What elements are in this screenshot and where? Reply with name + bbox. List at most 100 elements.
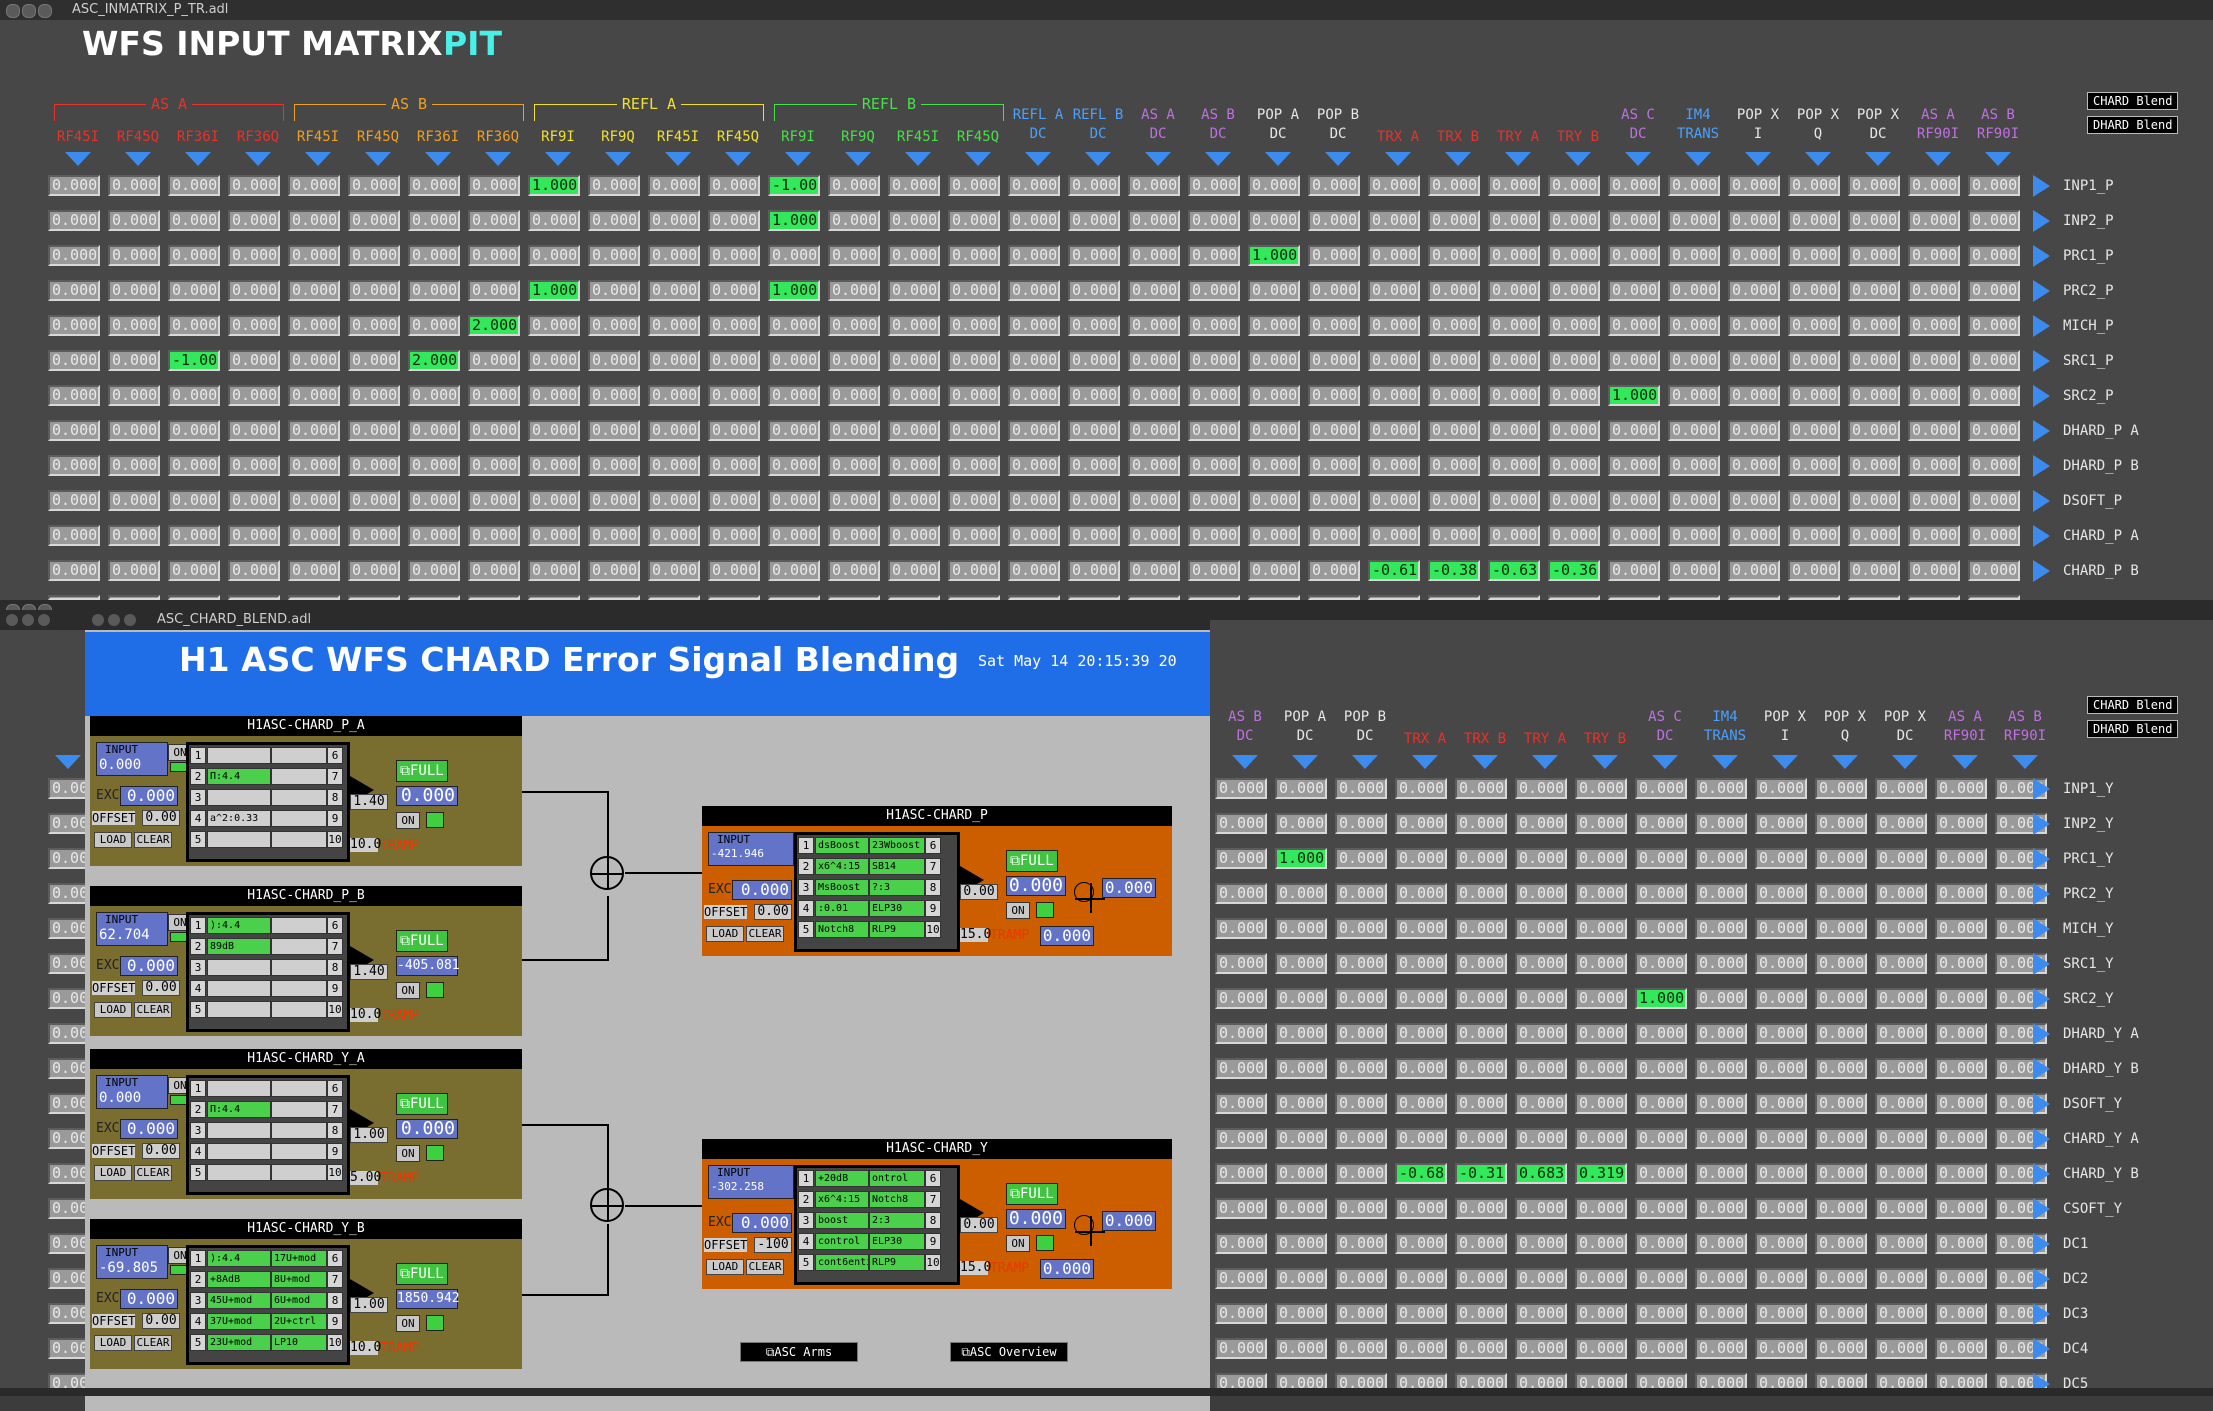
- filter-number[interactable]: 6: [327, 1080, 343, 1097]
- column-arrow-icon[interactable]: [1445, 152, 1471, 166]
- matrix-cell[interactable]: 0.000: [1935, 1093, 1987, 1114]
- matrix-cell[interactable]: 0.000: [1455, 813, 1507, 834]
- row-arrow-icon[interactable]: [2033, 420, 2050, 442]
- matrix-cell[interactable]: 0.000: [1548, 420, 1600, 441]
- filter-slot[interactable]: [271, 768, 327, 785]
- column-arrow-icon[interactable]: [785, 152, 811, 166]
- filter-slot[interactable]: [207, 747, 271, 764]
- matrix-cell[interactable]: 0.000: [1755, 1233, 1807, 1254]
- matrix-cell[interactable]: 0.000: [288, 385, 340, 406]
- filter-number[interactable]: 4: [190, 810, 206, 827]
- matrix-cell[interactable]: 0.000: [1848, 525, 1900, 546]
- matrix-cell[interactable]: [1188, 595, 1240, 600]
- matrix-cell[interactable]: 0.000: [1848, 560, 1900, 581]
- matrix-cell[interactable]: [108, 595, 160, 600]
- matrix-cell[interactable]: 0.000: [1308, 420, 1360, 441]
- matrix-cell[interactable]: 0.000: [1548, 525, 1600, 546]
- load-button[interactable]: LOAD: [94, 832, 132, 848]
- matrix-cell[interactable]: 0.000: [1668, 525, 1720, 546]
- matrix-cell[interactable]: 0.000: [1788, 455, 1840, 476]
- matrix-cell[interactable]: 0.000: [1215, 1058, 1267, 1079]
- column-arrow-icon[interactable]: [55, 755, 81, 769]
- filter-number[interactable]: 1: [190, 1250, 206, 1267]
- matrix-cell[interactable]: [408, 595, 460, 600]
- row-arrow-icon[interactable]: [2033, 210, 2050, 232]
- matrix-cell[interactable]: 0.000: [888, 385, 940, 406]
- matrix-cell[interactable]: 0.000: [768, 525, 820, 546]
- matrix-cell[interactable]: 0.000: [1755, 1128, 1807, 1149]
- matrix-cell[interactable]: 0.000: [288, 245, 340, 266]
- matrix-cell[interactable]: 0.000: [1755, 848, 1807, 869]
- matrix-cell[interactable]: 0.000: [1008, 315, 1060, 336]
- matrix-cell[interactable]: 0.000: [1215, 953, 1267, 974]
- filter-slot[interactable]: cont6enti: [815, 1254, 869, 1271]
- column-arrow-icon[interactable]: [1025, 152, 1051, 166]
- matrix-cell[interactable]: 0.000: [288, 175, 340, 196]
- column-arrow-icon[interactable]: [1085, 152, 1111, 166]
- filter-slot[interactable]: [271, 789, 327, 806]
- matrix-cell[interactable]: 0.000: [1935, 1303, 1987, 1324]
- matrix-cell[interactable]: 0.000: [1635, 1163, 1687, 1184]
- matrix-cell[interactable]: 0.000: [1695, 953, 1747, 974]
- matrix-cell[interactable]: 0.000: [1815, 1198, 1867, 1219]
- column-arrow-icon[interactable]: [1565, 152, 1591, 166]
- filter-slot[interactable]: ):4.4: [207, 1250, 271, 1267]
- row-arrow-icon[interactable]: [2033, 1268, 2050, 1290]
- matrix-cell[interactable]: 0.000: [1395, 1023, 1447, 1044]
- matrix-cell[interactable]: 0.000: [1008, 420, 1060, 441]
- filter-slot[interactable]: ):4.4: [207, 917, 271, 934]
- matrix-cell[interactable]: 0.000: [1308, 315, 1360, 336]
- matrix-cell[interactable]: 0.000: [768, 350, 820, 371]
- filter-number[interactable]: 5: [798, 921, 814, 938]
- matrix-cell[interactable]: 0.000: [888, 245, 940, 266]
- matrix-cell[interactable]: 0.000: [108, 385, 160, 406]
- matrix-cell[interactable]: 0.000: [1695, 1023, 1747, 1044]
- filter-slot[interactable]: x6^4:15: [815, 858, 869, 875]
- matrix-cell[interactable]: 0.000: [1368, 210, 1420, 231]
- matrix-cell[interactable]: [948, 595, 1000, 600]
- filter-slot[interactable]: [271, 938, 327, 955]
- matrix-cell[interactable]: 0.000: [1668, 420, 1720, 441]
- gain-value[interactable]: 1.00: [350, 1297, 388, 1313]
- matrix-cell[interactable]: 0.000: [1728, 420, 1780, 441]
- matrix-cell[interactable]: 0.000: [468, 350, 520, 371]
- matrix-cell[interactable]: 0.000: [1668, 385, 1720, 406]
- matrix-cell[interactable]: 0.000: [948, 280, 1000, 301]
- row-arrow-icon[interactable]: [2033, 560, 2050, 582]
- filter-number[interactable]: 2: [798, 858, 814, 875]
- matrix-cell[interactable]: 0.000: [708, 420, 760, 441]
- matrix-cell[interactable]: 0.000: [1455, 1128, 1507, 1149]
- filter-number[interactable]: 8: [327, 1122, 343, 1139]
- matrix-cell[interactable]: 0.000: [1248, 420, 1300, 441]
- matrix-cell[interactable]: 0.000: [108, 280, 160, 301]
- matrix-cell[interactable]: 0.000: [1275, 1058, 1327, 1079]
- column-arrow-icon[interactable]: [245, 152, 271, 166]
- matrix-cell[interactable]: 0.000: [1128, 245, 1180, 266]
- load-button[interactable]: LOAD: [706, 926, 744, 942]
- matrix-cell[interactable]: 0.000: [1275, 1303, 1327, 1324]
- matrix-cell[interactable]: 0.000: [1635, 953, 1687, 974]
- column-arrow-icon[interactable]: [1232, 755, 1258, 769]
- gain-value[interactable]: 0.00: [960, 1217, 998, 1233]
- matrix-cell[interactable]: 0.000: [1635, 883, 1687, 904]
- matrix-cell[interactable]: 0.000: [108, 420, 160, 441]
- matrix-cell[interactable]: -0.36: [1548, 560, 1600, 581]
- load-button[interactable]: LOAD: [94, 1002, 132, 1018]
- tramp-value[interactable]: 15.0: [960, 927, 992, 942]
- matrix-cell[interactable]: 0.000: [168, 315, 220, 336]
- matrix-cell[interactable]: 0.000: [1455, 848, 1507, 869]
- matrix-cell[interactable]: 0.000: [168, 560, 220, 581]
- matrix-cell[interactable]: 0.000: [1968, 210, 2020, 231]
- row-arrow-icon[interactable]: [2033, 988, 2050, 1010]
- matrix-cell[interactable]: 0.000: [768, 385, 820, 406]
- matrix-cell[interactable]: 0.000: [1308, 385, 1360, 406]
- filter-number[interactable]: 9: [327, 810, 343, 827]
- matrix-cell[interactable]: 0.000: [1395, 813, 1447, 834]
- matrix-cell[interactable]: [888, 595, 940, 600]
- column-arrow-icon[interactable]: [1712, 755, 1738, 769]
- filter-number[interactable]: 2: [798, 1191, 814, 1208]
- filter-slot[interactable]: [271, 959, 327, 976]
- filter-number[interactable]: 9: [327, 980, 343, 997]
- matrix-cell[interactable]: 1.000: [528, 175, 580, 196]
- filter-slot[interactable]: [207, 1080, 271, 1097]
